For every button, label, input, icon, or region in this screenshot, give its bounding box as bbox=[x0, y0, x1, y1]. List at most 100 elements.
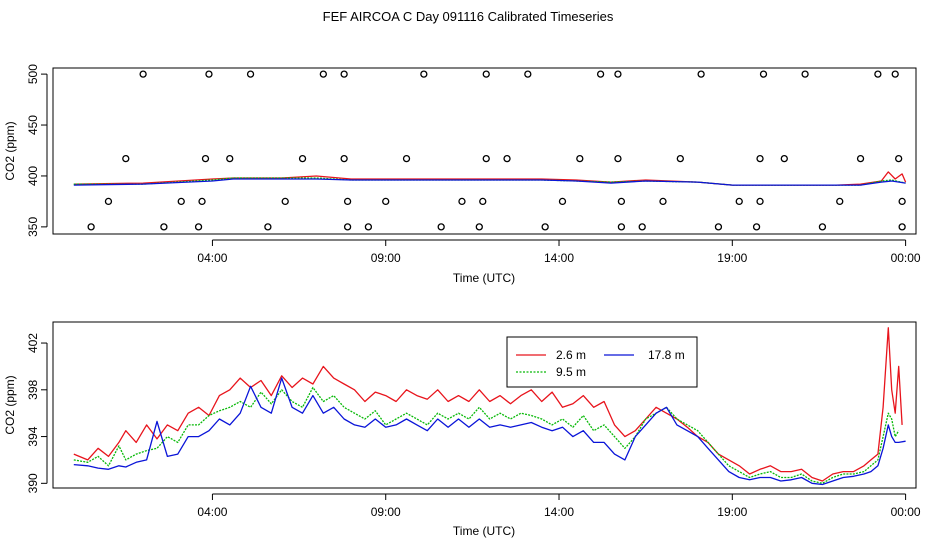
status-point bbox=[697, 70, 705, 78]
bottom-plot-frame bbox=[52, 321, 917, 489]
status-point bbox=[714, 223, 723, 231]
status-point bbox=[343, 197, 352, 206]
status-point bbox=[475, 223, 483, 231]
status-point bbox=[836, 197, 844, 206]
status-point bbox=[139, 70, 147, 78]
bottom-series-lines bbox=[73, 327, 906, 486]
status-point bbox=[382, 197, 390, 206]
status-point bbox=[617, 197, 626, 206]
status-point bbox=[759, 70, 768, 78]
status-point bbox=[735, 197, 743, 206]
status-point bbox=[104, 197, 113, 206]
status-point bbox=[264, 223, 272, 231]
status-point bbox=[205, 70, 213, 78]
status-point bbox=[364, 223, 373, 231]
status-point bbox=[479, 197, 487, 206]
legend-label-17-8m: 17.8 m bbox=[648, 348, 685, 362]
status-point bbox=[482, 70, 490, 78]
status-point bbox=[659, 197, 667, 206]
legend: 2.6 m 17.8 m 9.5 m bbox=[506, 336, 698, 388]
status-point bbox=[596, 70, 605, 78]
legend-label-2-6m: 2.6 m bbox=[556, 348, 586, 362]
top-y-axis-label: CO2 (ppm) bbox=[3, 121, 17, 180]
top-x-axis: 04:00 09:00 14:00 19:00 00:00 bbox=[197, 239, 921, 265]
status-point bbox=[160, 223, 168, 231]
status-point bbox=[752, 223, 761, 231]
top-status-points bbox=[87, 70, 906, 231]
bot-series-line-17-8-m bbox=[73, 377, 906, 486]
top-series-line-2-6-m bbox=[73, 171, 907, 186]
legend-box bbox=[506, 336, 698, 388]
status-point bbox=[756, 154, 764, 163]
status-point bbox=[298, 154, 307, 163]
bot-x-tick-label: 04:00 bbox=[197, 505, 227, 519]
status-point bbox=[122, 154, 130, 163]
status-point bbox=[340, 154, 348, 163]
top-y-tick-label: 400 bbox=[26, 166, 40, 186]
figure-title: FEF AIRCOA C Day 091116 Calibrated Times… bbox=[322, 9, 614, 24]
bottom-chart-panel: 390 394 398 402 04:00 09:00 14:00 19:00 00:00 T… bbox=[3, 321, 921, 538]
top-series-line-17-8-m bbox=[73, 178, 906, 186]
legend-label-9-5m: 9.5 m bbox=[556, 365, 586, 379]
bot-series-line-9-5-m bbox=[73, 386, 900, 484]
top-y-tick-label: 450 bbox=[26, 115, 40, 135]
status-point bbox=[898, 223, 906, 231]
status-point bbox=[201, 154, 210, 163]
bot-x-tick-label: 19:00 bbox=[717, 505, 747, 519]
status-point bbox=[343, 223, 352, 231]
status-point bbox=[801, 70, 809, 78]
status-point bbox=[541, 223, 549, 231]
status-point bbox=[226, 154, 234, 163]
status-point bbox=[340, 70, 348, 78]
status-point bbox=[756, 197, 764, 206]
status-point bbox=[676, 154, 684, 163]
top-y-tick-label: 500 bbox=[26, 64, 40, 84]
status-point bbox=[194, 223, 203, 231]
status-point bbox=[898, 197, 906, 206]
status-point bbox=[87, 223, 95, 231]
bot-x-tick-label: 00:00 bbox=[891, 505, 921, 519]
bot-x-tick-label: 14:00 bbox=[544, 505, 574, 519]
status-point bbox=[281, 197, 289, 206]
status-point bbox=[319, 70, 327, 78]
bot-y-tick-label: 402 bbox=[26, 333, 40, 353]
status-point bbox=[638, 223, 646, 231]
status-point bbox=[503, 154, 511, 163]
status-point bbox=[895, 154, 903, 163]
top-x-tick-label: 09:00 bbox=[371, 251, 401, 265]
status-point bbox=[402, 154, 411, 163]
status-point bbox=[458, 197, 466, 206]
status-point bbox=[614, 70, 622, 78]
status-point bbox=[614, 154, 622, 163]
status-point bbox=[818, 223, 827, 231]
top-x-tick-label: 19:00 bbox=[717, 251, 747, 265]
top-y-axis: 350 400 450 500 bbox=[26, 64, 48, 237]
bot-series-line-2-6-m bbox=[73, 327, 903, 482]
status-point bbox=[856, 154, 865, 163]
status-point bbox=[617, 223, 626, 231]
bot-y-tick-label: 398 bbox=[26, 379, 40, 399]
bot-y-tick-label: 390 bbox=[26, 473, 40, 493]
bottom-y-axis: 390 394 398 402 bbox=[26, 333, 48, 493]
top-chart-panel: 350 400 450 500 04:00 09:00 14:00 19:00 00:00 T… bbox=[3, 64, 921, 285]
top-series-lines bbox=[73, 171, 907, 186]
top-x-tick-label: 00:00 bbox=[891, 251, 921, 265]
status-point bbox=[177, 197, 185, 206]
top-x-tick-label: 04:00 bbox=[197, 251, 227, 265]
status-point bbox=[780, 154, 788, 163]
top-plot-frame bbox=[52, 67, 917, 235]
status-point bbox=[874, 70, 882, 78]
bot-x-tick-label: 09:00 bbox=[371, 505, 401, 519]
status-point bbox=[524, 70, 532, 78]
status-point bbox=[420, 70, 428, 78]
bot-y-tick-label: 394 bbox=[26, 426, 40, 446]
bottom-y-axis-label: CO2 (ppm) bbox=[3, 375, 17, 434]
status-point bbox=[891, 70, 899, 78]
top-x-tick-label: 14:00 bbox=[544, 251, 574, 265]
status-point bbox=[576, 154, 584, 163]
bottom-x-axis: 04:00 09:00 14:00 19:00 00:00 bbox=[197, 493, 921, 519]
status-point bbox=[246, 70, 255, 78]
status-point bbox=[437, 223, 445, 231]
status-point bbox=[482, 154, 490, 163]
status-point bbox=[558, 197, 567, 206]
